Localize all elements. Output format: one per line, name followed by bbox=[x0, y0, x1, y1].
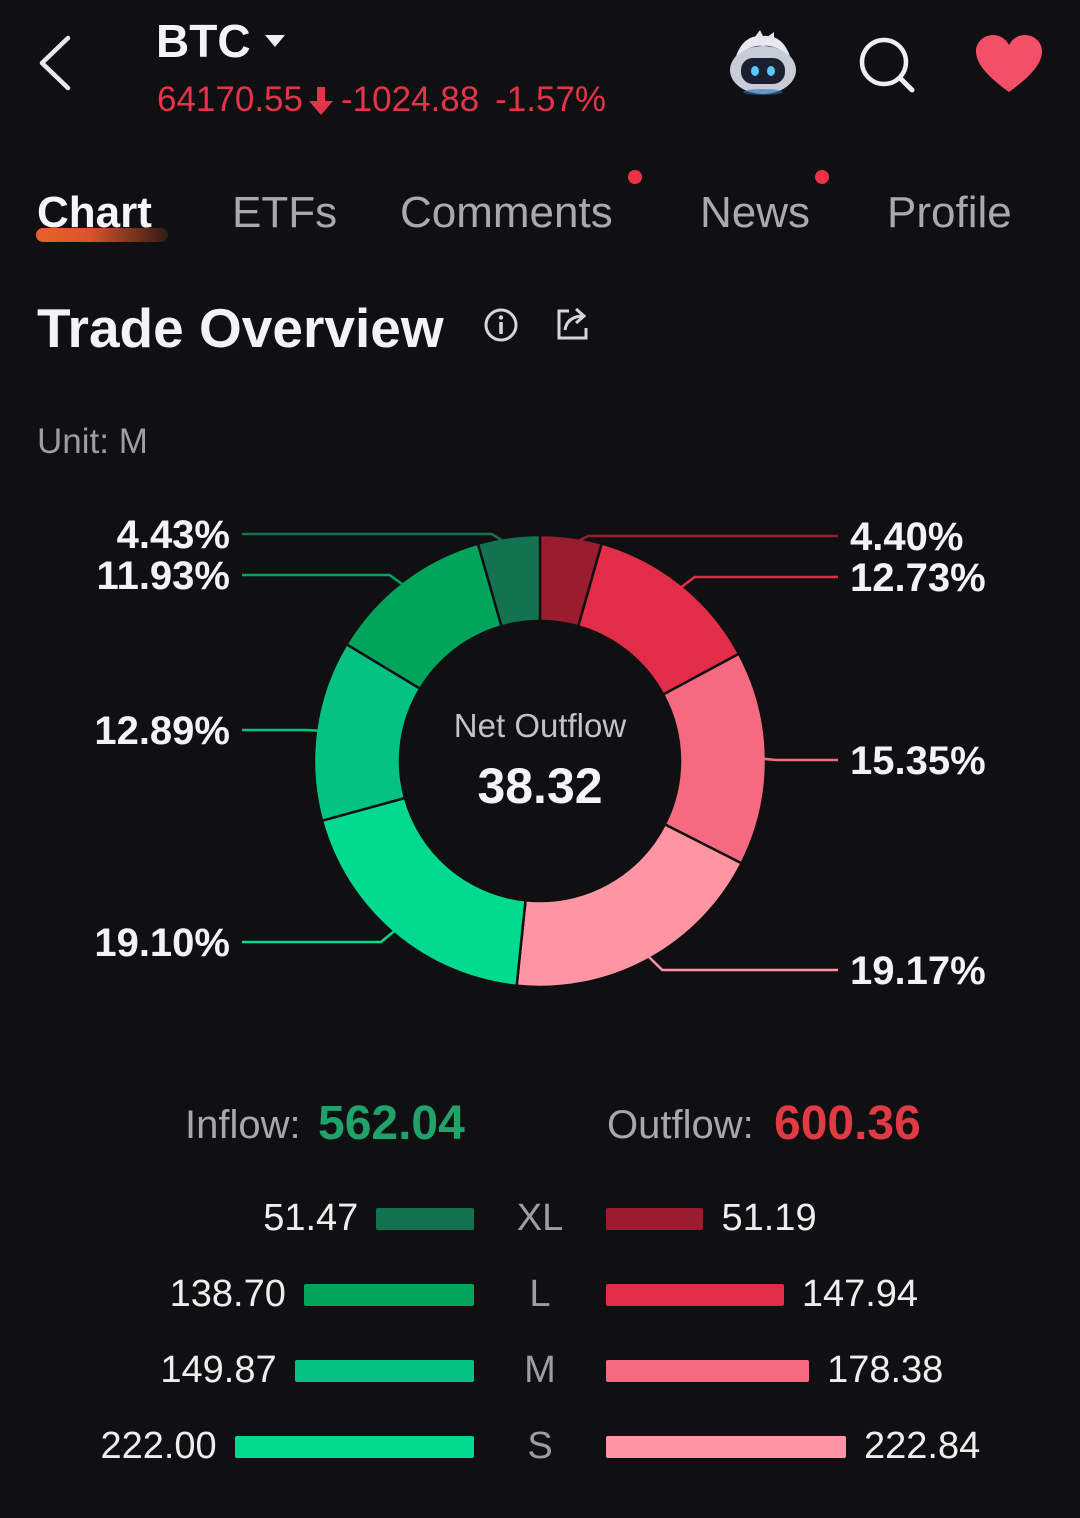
outflow-bar-l bbox=[606, 1284, 784, 1306]
tab-comments[interactable]: Comments bbox=[400, 188, 613, 237]
info-icon bbox=[484, 308, 518, 342]
price-change-percent: -1.57% bbox=[495, 80, 607, 119]
tab-news[interactable]: News bbox=[700, 188, 811, 237]
robot-icon bbox=[730, 30, 796, 95]
favorite-button[interactable] bbox=[974, 34, 1044, 94]
size-category-l: L bbox=[529, 1273, 551, 1315]
tab-etfs[interactable]: ETFs bbox=[232, 188, 338, 237]
leader-line-inflow-s bbox=[242, 926, 400, 944]
symbol-selector[interactable]: BTC bbox=[156, 14, 287, 68]
size-category-s: S bbox=[527, 1425, 553, 1467]
tab-profile[interactable]: Profile bbox=[887, 188, 1012, 237]
assistant-bot-button[interactable] bbox=[724, 30, 802, 96]
news-notification-dot bbox=[815, 170, 829, 184]
inflow-label: Inflow: bbox=[185, 1103, 301, 1147]
arrow-down-icon bbox=[308, 87, 333, 115]
size-category-m: M bbox=[524, 1349, 556, 1391]
inflow-bar-l bbox=[303, 1284, 474, 1306]
percent-label-outflow-xl: 4.40% bbox=[850, 515, 963, 559]
comments-notification-dot bbox=[628, 170, 642, 184]
unit-label: Unit: M bbox=[37, 422, 148, 461]
active-tab-indicator bbox=[36, 228, 168, 242]
trade-donut-chart: 4.40%12.73% 15.35% 19.17% 19.10% 12.89% 11.93… bbox=[94, 513, 985, 993]
outflow-bar-s bbox=[606, 1436, 846, 1458]
search-button[interactable] bbox=[856, 34, 918, 96]
chevron-left-icon bbox=[39, 35, 71, 91]
info-button[interactable] bbox=[482, 306, 520, 344]
inflow-value-xl: 51.47 bbox=[263, 1197, 359, 1239]
leader-line-inflow-m bbox=[242, 728, 325, 733]
percent-label-outflow-l: 12.73% bbox=[850, 556, 986, 600]
percent-label-inflow-s: 19.10% bbox=[94, 921, 230, 965]
donut-slice-outflow-s bbox=[515, 822, 744, 989]
symbol-name: BTC bbox=[156, 15, 251, 67]
heart-icon bbox=[976, 35, 1042, 92]
size-category-xl: XL bbox=[516, 1197, 564, 1239]
section-title: Trade Overview bbox=[37, 297, 444, 359]
leader-line-outflow-m bbox=[757, 757, 838, 762]
leader-line-inflow-l bbox=[242, 573, 409, 589]
caret-down-icon bbox=[264, 35, 285, 47]
leader-line-outflow-l bbox=[675, 575, 838, 593]
donut-slice-inflow-xl bbox=[476, 533, 542, 628]
share-button[interactable] bbox=[552, 304, 592, 344]
leader-line-outflow-xl bbox=[569, 534, 838, 547]
back-button[interactable] bbox=[28, 28, 88, 98]
share-icon bbox=[557, 307, 588, 340]
price-change: -1024.88 bbox=[340, 80, 480, 119]
leader-line-outflow-s bbox=[643, 951, 838, 972]
outflow-value-l: 147.94 bbox=[801, 1273, 919, 1315]
percent-label-inflow-xl: 4.43% bbox=[117, 513, 230, 557]
search-icon bbox=[859, 37, 915, 93]
outflow-bar-xl bbox=[606, 1208, 704, 1230]
outflow-label: Outflow: bbox=[607, 1103, 754, 1147]
inflow-value-m: 149.87 bbox=[160, 1349, 277, 1391]
outflow-value-m: 178.38 bbox=[827, 1349, 944, 1391]
donut-percent-labels: 4.40%12.73% 15.35% 19.17% 19.10% 12.89% 11.93… bbox=[94, 513, 985, 993]
outflow-value-xl: 51.19 bbox=[721, 1197, 817, 1239]
net-flow-label: Net Outflow bbox=[454, 707, 627, 744]
percent-label-outflow-m: 15.35% bbox=[850, 739, 986, 783]
donut-leader-lines bbox=[242, 532, 838, 972]
percent-label-outflow-s: 19.17% bbox=[850, 949, 986, 993]
tab-chart[interactable]: Chart bbox=[37, 188, 152, 237]
last-price: 64170.55 bbox=[157, 80, 303, 119]
inflow-value-l: 138.70 bbox=[169, 1273, 286, 1315]
inflow-bar-m bbox=[294, 1360, 474, 1382]
quote-line: 64170.55 -1024.88 -1.57% bbox=[157, 80, 606, 120]
outflow-total: 600.36 bbox=[774, 1097, 921, 1150]
inflow-bar-s bbox=[234, 1436, 474, 1458]
net-flow-value: 38.32 bbox=[477, 758, 602, 814]
outflow-value-s: 222.84 bbox=[864, 1425, 981, 1467]
inflow-value-s: 222.00 bbox=[100, 1425, 217, 1467]
outflow-bar-m bbox=[606, 1360, 810, 1382]
inflow-total: 562.04 bbox=[318, 1097, 465, 1150]
leader-line-inflow-xl bbox=[242, 532, 511, 547]
donut-slice-inflow-s bbox=[320, 796, 527, 988]
percent-label-inflow-l: 11.93% bbox=[97, 554, 230, 598]
donut-slices bbox=[312, 533, 768, 989]
percent-label-inflow-m: 12.89% bbox=[94, 709, 230, 753]
inflow-bar-xl bbox=[376, 1208, 474, 1230]
